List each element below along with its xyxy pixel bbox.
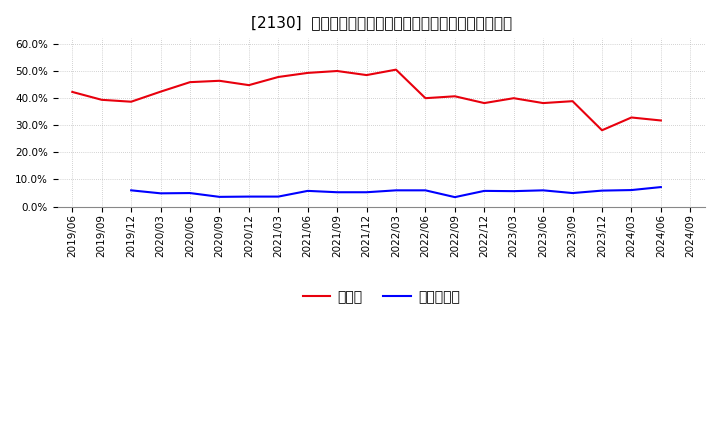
- 有利子負債: [627, 187, 636, 193]
- 現預金: [127, 99, 135, 104]
- 現預金: [539, 100, 547, 106]
- 現預金: [333, 68, 341, 73]
- 有利子負債: [362, 190, 371, 195]
- 現預金: [598, 128, 606, 133]
- Line: 現預金: 現預金: [72, 70, 661, 130]
- 現預金: [97, 97, 106, 103]
- 有利子負債: [480, 188, 489, 194]
- 有利子負債: [657, 184, 665, 190]
- 現預金: [303, 70, 312, 76]
- 有利子負債: [274, 194, 283, 199]
- 有利子負債: [186, 191, 194, 196]
- 現預金: [215, 78, 224, 84]
- 有利子負債: [421, 188, 430, 193]
- 現預金: [627, 115, 636, 120]
- 現預金: [392, 67, 400, 72]
- 現預金: [480, 100, 489, 106]
- 有利子負債: [598, 188, 606, 193]
- 現預金: [510, 95, 518, 101]
- 現預金: [156, 89, 165, 94]
- 現預金: [245, 82, 253, 88]
- 現預金: [451, 94, 459, 99]
- 有利子負債: [510, 188, 518, 194]
- 有利子負債: [127, 188, 135, 193]
- 現預金: [186, 80, 194, 85]
- 有利子負債: [156, 191, 165, 196]
- 有利子負債: [245, 194, 253, 199]
- 現預金: [274, 74, 283, 80]
- 有利子負債: [333, 190, 341, 195]
- 有利子負債: [539, 188, 547, 193]
- Line: 有利子負債: 有利子負債: [131, 187, 661, 197]
- Title: [2130]  現預金、有利子負債の総資産に対する比率の推移: [2130] 現預金、有利子負債の総資産に対する比率の推移: [251, 15, 512, 30]
- 有利子負債: [215, 194, 224, 199]
- 有利子負債: [568, 191, 577, 196]
- 現預金: [68, 89, 76, 95]
- Legend: 現預金, 有利子負債: 現預金, 有利子負債: [297, 284, 466, 309]
- 現預金: [421, 95, 430, 101]
- 現預金: [362, 73, 371, 78]
- 有利子負債: [392, 188, 400, 193]
- 有利子負債: [451, 194, 459, 200]
- 有利子負債: [303, 188, 312, 194]
- 現預金: [568, 99, 577, 104]
- 現預金: [657, 118, 665, 123]
